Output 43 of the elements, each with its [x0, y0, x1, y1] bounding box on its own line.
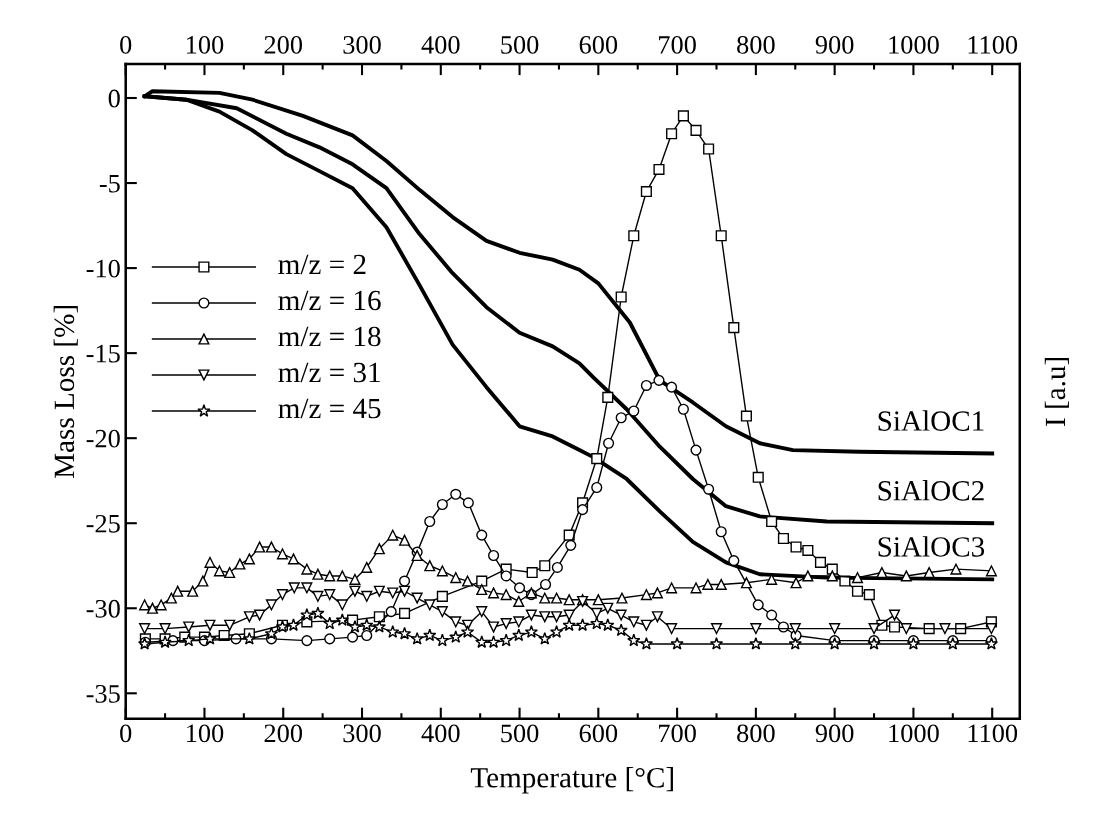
x2-tick-label: 200 — [264, 35, 303, 54]
x2-tick-label: 600 — [579, 35, 618, 54]
x-tick-label: 500 — [501, 724, 539, 743]
y-tick-label: -20 — [86, 429, 120, 448]
x2-tick-label: 300 — [343, 35, 381, 54]
x-tick-label: 1100 — [968, 724, 1018, 743]
x2-tick-label: 100 — [187, 35, 224, 54]
y-tick-label: -10 — [86, 259, 120, 278]
x2-tick-label: 800 — [737, 35, 775, 54]
x2-tick-label: 1100 — [968, 35, 1018, 54]
y-tick-label: -35 — [86, 684, 120, 703]
x-tick-label: 600 — [579, 724, 618, 743]
x2-tick-label: 1000 — [889, 35, 939, 54]
x-tick-label: 0 — [120, 724, 132, 743]
y-axis-title: Mass Loss [%] — [53, 306, 78, 479]
x-tick-label: 1000 — [889, 724, 939, 743]
x2-tick-label: 400 — [421, 35, 460, 54]
x-tick-label: 300 — [343, 724, 381, 743]
y-tick-label: -5 — [99, 174, 120, 193]
legend-label: m/z = 16 — [278, 290, 381, 311]
series-label: SiAlOC3 — [878, 536, 985, 557]
x2-tick-label: 0 — [120, 35, 132, 54]
legend-label: m/z = 45 — [278, 398, 381, 419]
x-axis-title: Temperature [°C] — [470, 767, 673, 794]
x-tick-label: 400 — [421, 724, 460, 743]
series-label: SiAlOC2 — [878, 480, 984, 501]
legend-label: m/z = 18 — [278, 326, 381, 347]
y2-axis-title: I [a.u] — [1044, 357, 1069, 426]
y-tick-label: -30 — [86, 599, 120, 618]
x2-tick-label: 700 — [659, 35, 696, 54]
x-tick-label: 900 — [815, 724, 854, 743]
y-tick-label: 0 — [108, 89, 120, 108]
y-tick-label: -15 — [86, 344, 120, 363]
x2-tick-label: 500 — [501, 35, 539, 54]
x-tick-label: 800 — [737, 724, 775, 743]
x-tick-label: 200 — [264, 724, 303, 743]
x-tick-label: 100 — [187, 724, 224, 743]
x-tick-label: 700 — [659, 724, 696, 743]
y-tick-label: -25 — [86, 514, 120, 533]
x2-tick-label: 900 — [815, 35, 854, 54]
series-label: SiAlOC1 — [878, 410, 984, 431]
legend-label: m/z = 31 — [278, 362, 380, 383]
legend-label: m/z = 2 — [278, 254, 366, 275]
